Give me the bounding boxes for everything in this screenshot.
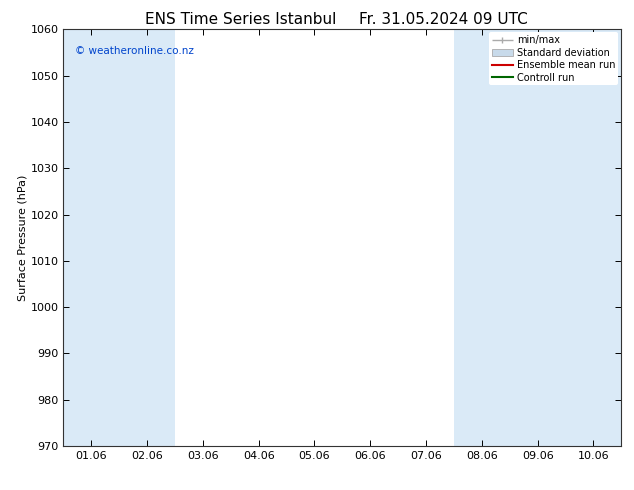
- Bar: [119, 29, 175, 446]
- Bar: [454, 29, 510, 446]
- Y-axis label: Surface Pressure (hPa): Surface Pressure (hPa): [18, 174, 28, 301]
- Text: ENS Time Series Istanbul: ENS Time Series Istanbul: [145, 12, 337, 27]
- Bar: [510, 29, 566, 446]
- Text: Fr. 31.05.2024 09 UTC: Fr. 31.05.2024 09 UTC: [359, 12, 528, 27]
- Text: © weatheronline.co.nz: © weatheronline.co.nz: [75, 46, 193, 56]
- Legend: min/max, Standard deviation, Ensemble mean run, Controll run: min/max, Standard deviation, Ensemble me…: [489, 32, 618, 85]
- Bar: [566, 29, 621, 446]
- Bar: [63, 29, 119, 446]
